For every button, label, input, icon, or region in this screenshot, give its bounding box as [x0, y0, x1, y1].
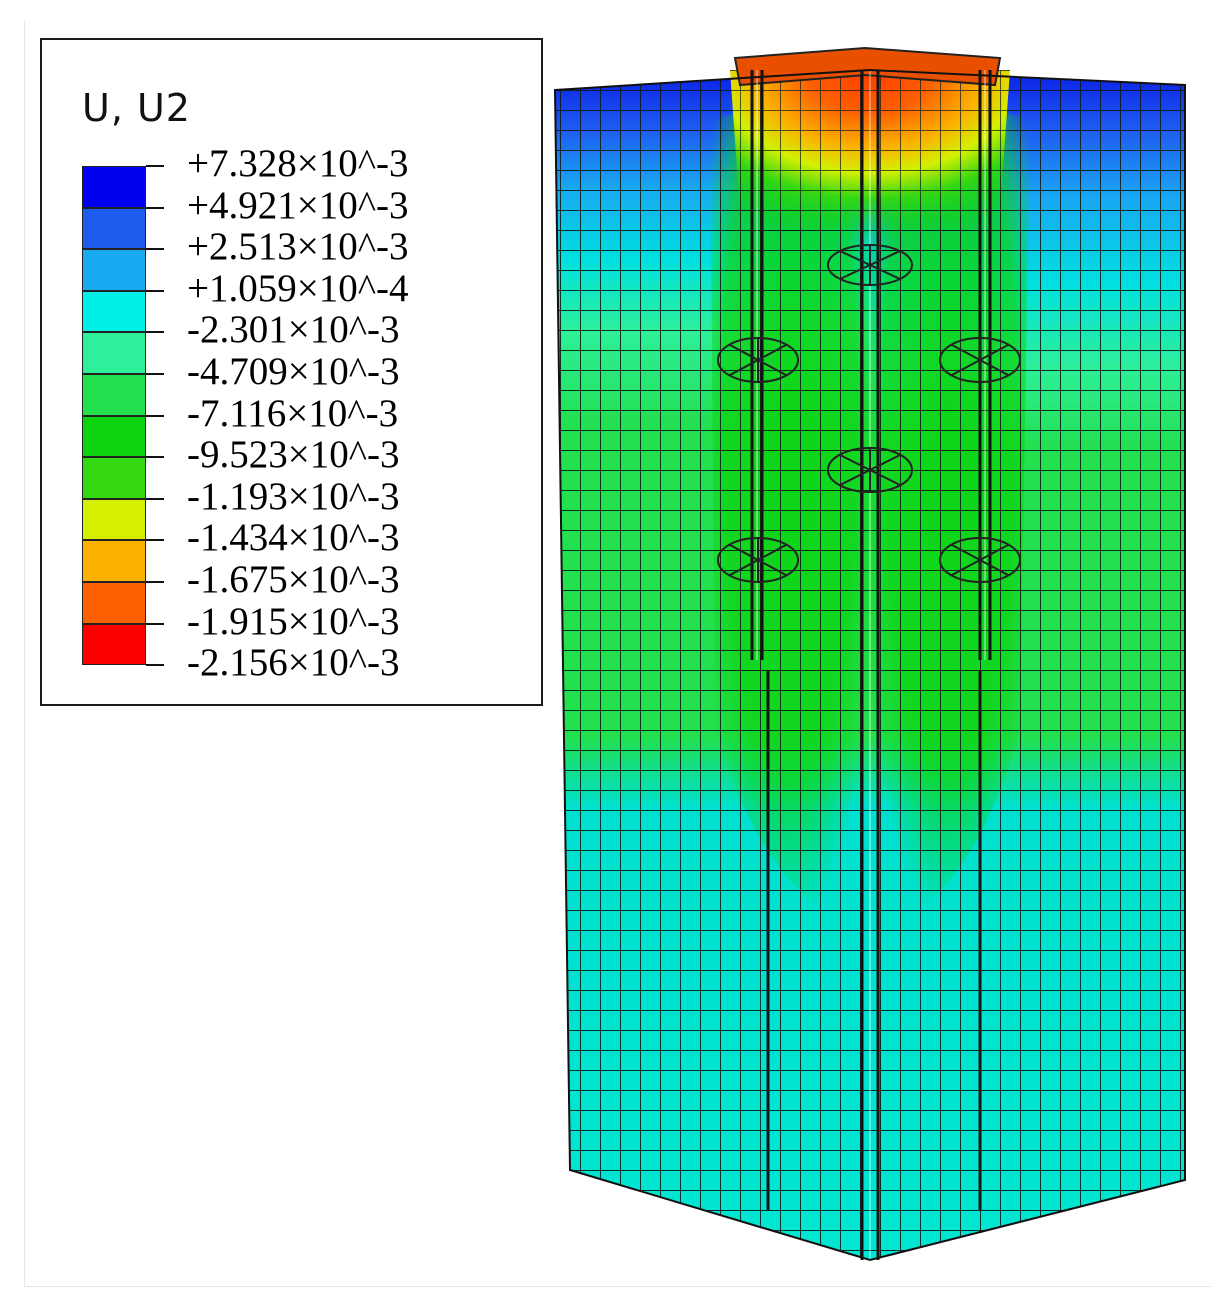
legend-label: +1.059×10^-4	[187, 266, 409, 310]
legend-swatch	[82, 290, 146, 333]
legend-tick	[146, 248, 164, 251]
legend-label: -2.301×10^-3	[187, 308, 400, 352]
legend-swatch	[82, 249, 146, 291]
legend-tick	[146, 289, 164, 292]
legend-tick	[146, 373, 164, 375]
connector-nodes	[717, 244, 1021, 583]
legend-swatch	[82, 623, 146, 666]
legend-tick	[146, 206, 164, 209]
legend-swatch	[82, 166, 146, 208]
legend-label: -2.156×10^-3	[187, 641, 400, 685]
legend-label: -1.193×10^-3	[187, 474, 400, 518]
legend-swatch	[82, 332, 146, 374]
column-cap	[733, 46, 1002, 87]
legend-tick	[146, 165, 164, 167]
legend-swatch	[82, 498, 146, 541]
legend-swatch	[82, 457, 146, 499]
legend-tick	[146, 414, 164, 417]
legend-label: +2.513×10^-3	[187, 225, 409, 269]
legend-tick	[146, 581, 164, 583]
left-face	[555, 70, 870, 1260]
contour-legend: U, U2 +7.328×10^-3 +4.921×10^-3 +2.513×10^…	[40, 38, 543, 706]
legend-label: -4.709×10^-3	[187, 350, 400, 393]
legend-label: +7.328×10^-3	[187, 142, 409, 185]
fe-column-model	[553, 46, 1186, 1262]
legend-tick	[146, 331, 164, 334]
legend-swatch	[82, 415, 146, 458]
right-face	[870, 70, 1185, 1260]
legend-label: +4.921×10^-3	[187, 183, 409, 227]
legend-title: U, U2	[82, 86, 191, 130]
legend-swatch	[82, 207, 146, 250]
legend-label: -1.675×10^-3	[187, 558, 400, 601]
legend-label: -1.434×10^-3	[187, 516, 400, 560]
legend-swatch	[82, 374, 146, 416]
legend-tick	[146, 622, 164, 625]
legend-tick	[146, 497, 164, 500]
legend-tick	[146, 664, 164, 667]
legend-label: -9.523×10^-3	[187, 433, 400, 477]
legend-label: -1.915×10^-3	[187, 599, 400, 643]
legend-swatch	[82, 582, 146, 624]
figure-frame	[24, 20, 1211, 1287]
legend-swatch	[82, 540, 146, 582]
legend-label: -7.116×10^-3	[187, 391, 399, 435]
legend-tick	[146, 539, 164, 542]
legend-tick	[146, 456, 164, 459]
